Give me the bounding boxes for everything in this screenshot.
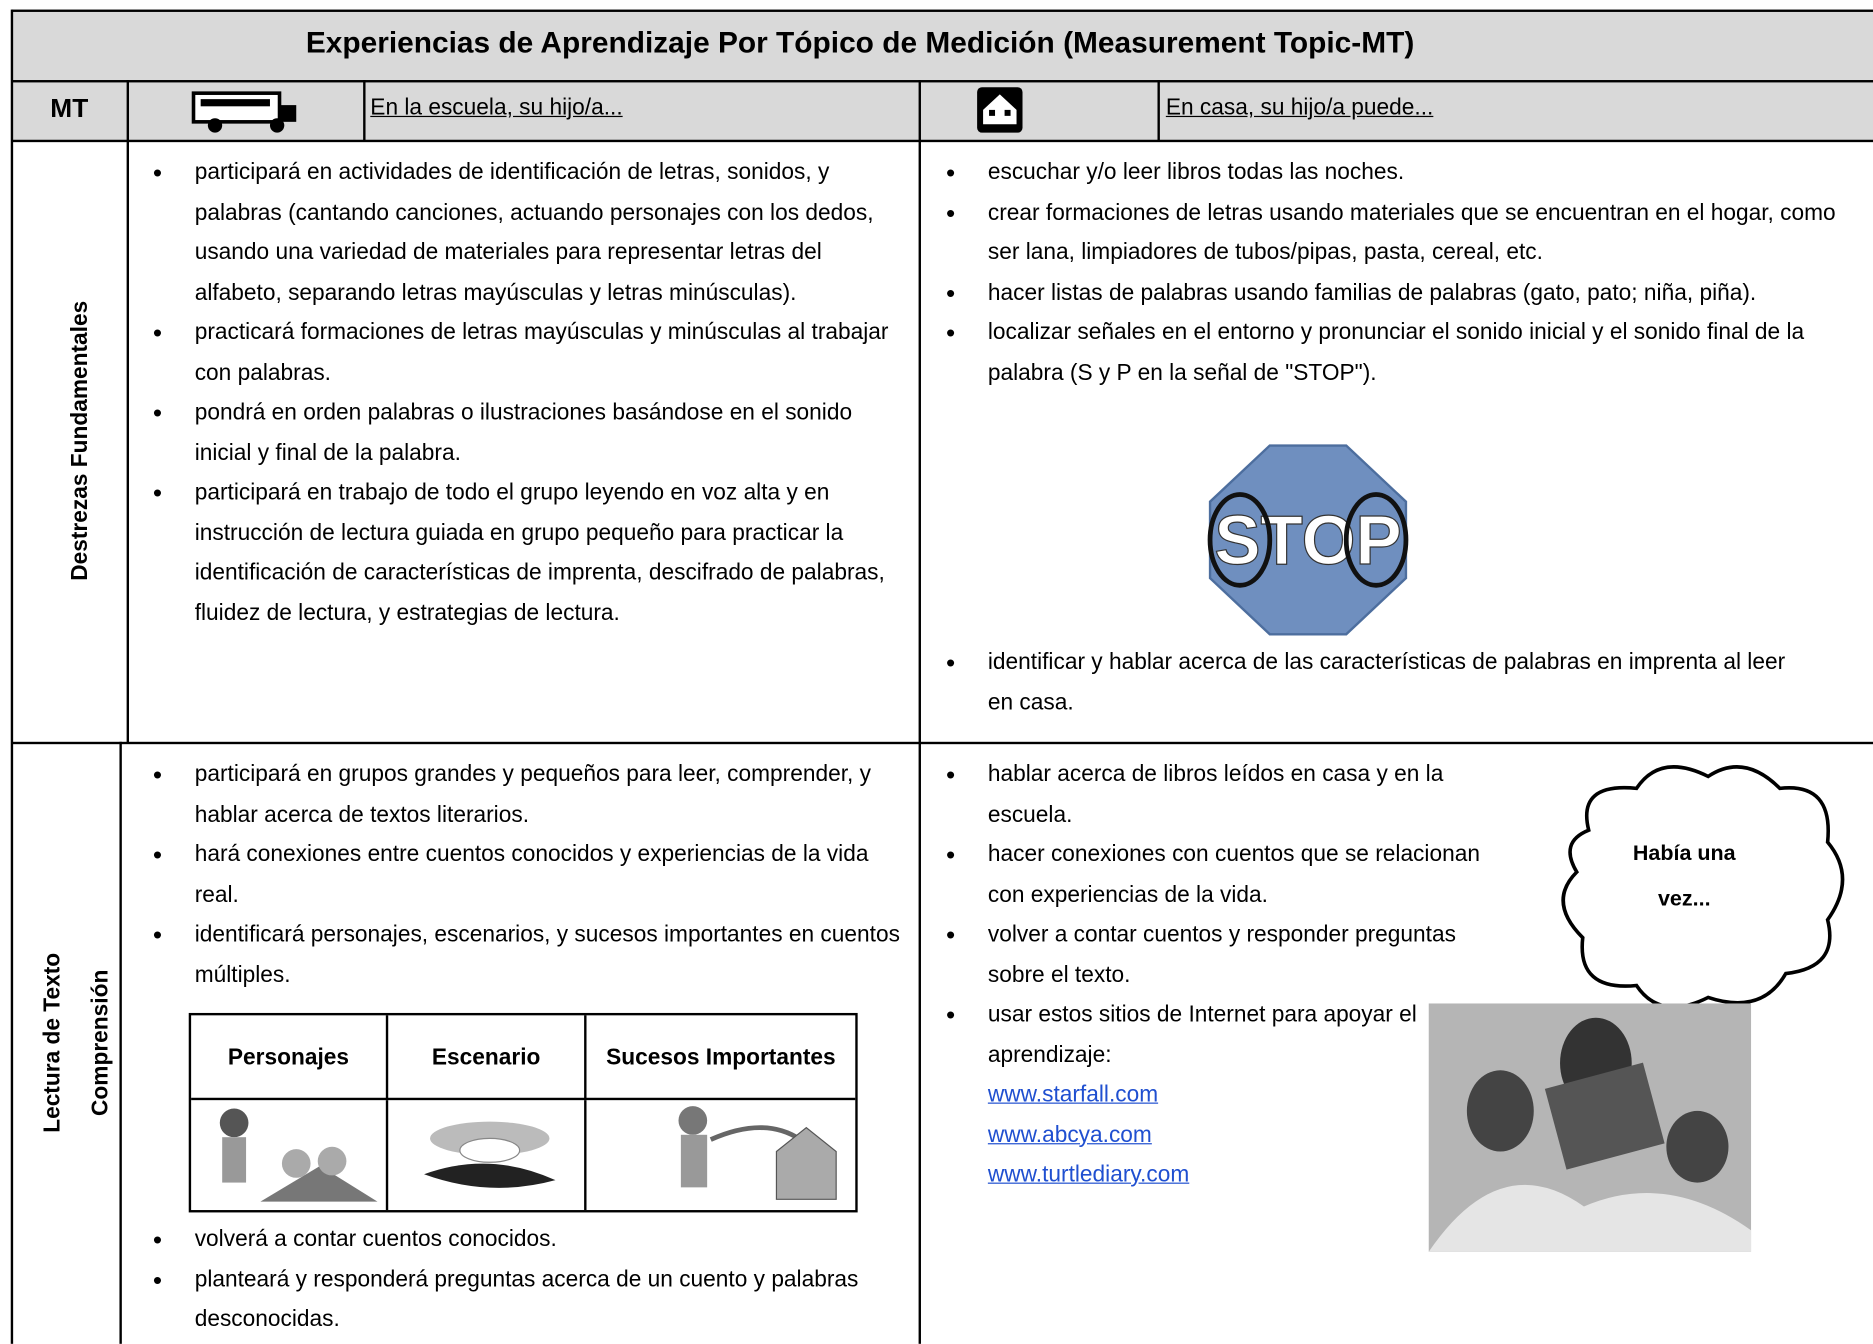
bullet-text: localizar señales en el entorno y pronun… — [987, 320, 1805, 386]
row-label: Lectura de Texto — [40, 952, 66, 1133]
bullet-text: escuchar y/o leer libros todas las noche… — [987, 160, 1405, 186]
events-image — [678, 1106, 837, 1200]
border — [11, 741, 1873, 745]
border — [11, 9, 1873, 12]
bullet-item: hablar acerca de libros leídos en casa y… — [946, 755, 1495, 835]
border — [191, 1097, 856, 1101]
bullet-item: crear formaciones de letras usando mater… — [946, 193, 1868, 273]
border — [11, 80, 1873, 83]
bullet-item: localizar señales en el entorno y pronun… — [946, 313, 1868, 393]
characters-image — [219, 1108, 378, 1202]
bullet-text: crear formaciones de letras usando mater… — [987, 200, 1836, 266]
bullet-text: volver a contar cuentos y responder preg… — [987, 922, 1456, 988]
bullet-list: participará en grupos grandes y pequeños… — [153, 755, 915, 995]
bullet-item: hacer listas de palabras usando familias… — [946, 273, 1868, 313]
bullet-item: usar estos sitios de Internet para apoya… — [946, 995, 1495, 1195]
bullet-text: hablar acerca de libros leídos en casa y… — [987, 762, 1444, 828]
bullet-item: practicará formaciones de letras mayúscu… — [153, 313, 915, 393]
bullet-list: identificar y hablar acerca de las carac… — [946, 643, 1806, 723]
bullet-text: usar estos sitios de Internet para apoya… — [987, 1002, 1417, 1068]
bullet-item: planteará y responderá preguntas acerca … — [153, 1260, 915, 1340]
border — [1157, 80, 1160, 141]
table-header: Personajes — [191, 1015, 389, 1099]
row-label: Destrezas Fundamentales — [68, 300, 94, 581]
reading-photo — [1428, 1003, 1752, 1252]
stop-sign: STOP — [1207, 444, 1409, 636]
bullet-item: hacer conexiones con cuentos que se rela… — [946, 835, 1495, 915]
border — [584, 1100, 587, 1211]
bullet-item: participará en actividades de identifica… — [153, 153, 915, 313]
table-header: Escenario — [388, 1015, 587, 1099]
bullet-text: pondrá en orden palabras o ilustraciones… — [194, 400, 853, 466]
border — [10, 9, 14, 1344]
border — [119, 741, 122, 1344]
bullet-list: escuchar y/o leer libros todas las noche… — [946, 153, 1868, 393]
bullet-text: participará en grupos grandes y pequeños… — [194, 762, 871, 828]
web-link[interactable]: www.abcya.com — [987, 1122, 1152, 1148]
stop-text: STOP — [1214, 501, 1401, 579]
bullet-list: hablar acerca de libros leídos en casa y… — [946, 755, 1495, 1195]
bullet-item: volver a contar cuentos y responder preg… — [946, 915, 1495, 995]
bullet-text: planteará y responderá preguntas acerca … — [194, 1266, 859, 1332]
home-header: En casa, su hijo/a puede... — [1165, 95, 1434, 121]
table-header: Sucesos Importantes — [606, 1044, 836, 1070]
bullet-item: volverá a contar cuentos conocidos. — [153, 1220, 915, 1260]
web-link[interactable]: www.turtlediary.com — [987, 1162, 1190, 1188]
border — [126, 80, 130, 743]
bus-icon — [191, 91, 297, 133]
bubble-text: Había una vez... — [1632, 840, 1736, 911]
bullet-text: participará en trabajo de todo el grupo … — [194, 480, 885, 626]
bullet-list: participará en actividades de identifica… — [153, 153, 915, 633]
bullet-item: participará en grupos grandes y pequeños… — [153, 755, 915, 835]
row-label: Comprensión — [88, 969, 114, 1116]
story-table: Personajes Escenario Sucesos Importantes — [188, 1012, 858, 1213]
border — [385, 1100, 389, 1211]
bullet-text: practicará formaciones de letras mayúscu… — [194, 320, 889, 386]
border — [363, 80, 366, 141]
web-link[interactable]: www.starfall.com — [987, 1082, 1159, 1108]
border — [918, 80, 921, 1344]
bullet-item: identificará personajes, escenarios, y s… — [153, 915, 915, 995]
house-icon — [977, 87, 1023, 133]
bullet-item: escuchar y/o leer libros todas las noche… — [946, 153, 1868, 193]
bullet-list: volverá a contar cuentos conocidos. plant… — [153, 1220, 915, 1340]
bullet-text: hacer listas de palabras usando familias… — [987, 280, 1757, 306]
bullet-item: hará conexiones entre cuentos conocidos … — [153, 835, 915, 915]
bullet-text: identificará personajes, escenarios, y s… — [194, 922, 900, 988]
bullet-text: hará conexiones entre cuentos conocidos … — [194, 842, 869, 908]
bullet-item: pondrá en orden palabras o ilustraciones… — [153, 393, 915, 473]
bullet-item: participará en trabajo de todo el grupo … — [153, 473, 915, 633]
bullet-text: volverá a contar cuentos conocidos. — [194, 1226, 557, 1252]
school-header: En la escuela, su hijo/a... — [370, 95, 623, 121]
title: Experiencias de Aprendizaje Por Tópico d… — [305, 26, 1415, 60]
scene-image — [424, 1121, 556, 1188]
bullet-text: participará en actividades de identifica… — [194, 160, 874, 306]
bullet-text: hacer conexiones con cuentos que se rela… — [987, 842, 1480, 908]
border — [11, 139, 1873, 143]
bullet-text: identificar y hablar acerca de las carac… — [987, 649, 1786, 715]
mt-header: MT — [50, 93, 89, 124]
bullet-item: identificar y hablar acerca de las carac… — [946, 643, 1806, 723]
header-bg — [11, 11, 1873, 141]
